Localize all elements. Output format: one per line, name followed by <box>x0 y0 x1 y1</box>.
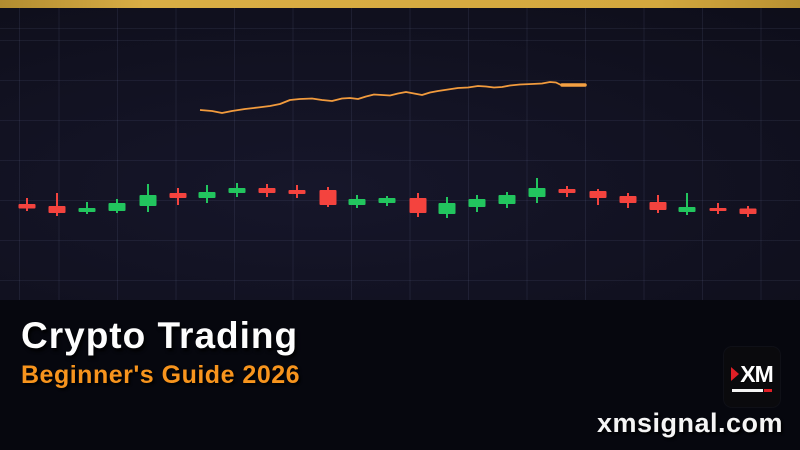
candle-body <box>649 202 667 210</box>
candle-body <box>139 195 157 206</box>
logo-underline <box>732 388 772 392</box>
price-chart <box>0 8 800 300</box>
candle-body <box>378 198 396 203</box>
page-subtitle: Beginner's Guide 2026 <box>21 361 301 389</box>
candle-body <box>528 188 546 197</box>
candle-body <box>228 188 246 193</box>
logo-text: XM <box>740 360 773 387</box>
candle-body <box>169 193 187 198</box>
candle-body <box>678 207 696 212</box>
logo-arrow-icon <box>731 367 740 381</box>
website-text: xmsignal.com <box>596 408 783 438</box>
candle-body <box>739 208 757 214</box>
candle-body <box>78 208 96 212</box>
candle-body <box>108 203 126 211</box>
candle-body <box>348 199 366 205</box>
price-line <box>199 81 585 114</box>
candle-body <box>288 190 306 194</box>
candle-body <box>619 196 637 203</box>
top-accent-bar <box>0 0 800 8</box>
candle-body <box>18 204 36 209</box>
candle-body <box>438 203 456 214</box>
candle-body <box>198 192 216 198</box>
candle-body <box>589 191 607 198</box>
page-title: Crypto Trading <box>21 315 299 356</box>
candle-body <box>558 189 576 193</box>
xm-logo-row: XM <box>731 360 774 387</box>
footer-panel <box>0 300 800 450</box>
candlestick-series <box>18 178 757 218</box>
candle-body <box>319 190 337 205</box>
candle-body <box>48 206 66 213</box>
candle-body <box>258 188 276 193</box>
candle-body <box>409 198 427 213</box>
candle-body <box>468 199 486 207</box>
xm-logo: XM <box>724 347 780 407</box>
chart-canvas <box>18 81 757 218</box>
candle-body <box>498 195 516 204</box>
candle-body <box>709 208 727 211</box>
